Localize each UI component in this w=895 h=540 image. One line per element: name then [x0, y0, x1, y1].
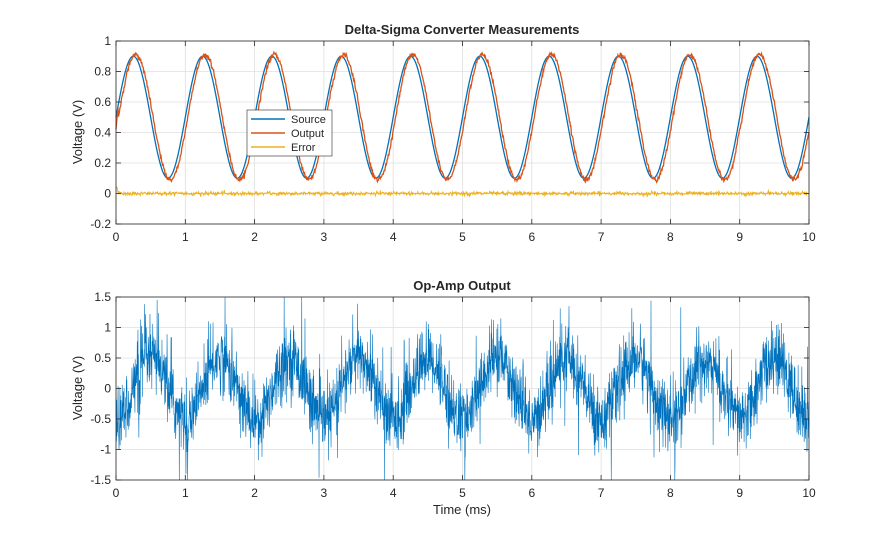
legend: Source Output Error [246, 109, 333, 157]
x-tick-label: 3 [321, 230, 328, 244]
ticks-top: 0 1 2 3 4 5 6 7 8 9 10-0.200.20.40.60.81 [90, 34, 816, 244]
x-tick-label: 8 [667, 230, 674, 244]
ticks-bottom: 0 1 2 3 4 5 6 7 8 9 10 -1.5 -1 -0.5 0 0.5 1 1.5 [90, 290, 816, 500]
x-tick-label: 2 [251, 230, 258, 244]
x-tick-label: 3 [321, 486, 328, 500]
x-tick-label: 10 [802, 486, 816, 500]
chart-title-bottom: Op-Amp Output [413, 278, 511, 293]
x-tick-label: 6 [528, 230, 535, 244]
y-tick-label: -0.2 [90, 217, 111, 231]
chart-top: 0 1 2 3 4 5 6 7 8 9 10-0.200.20.40.60.81 Delta-Sig… [70, 22, 816, 244]
series-line-output [115, 50, 810, 184]
chart-title-top: Delta-Sigma Converter Measurements [345, 22, 580, 37]
x-tick-label: 4 [390, 230, 397, 244]
x-tick-label: 1 [182, 230, 189, 244]
y-tick-label: 0 [104, 382, 111, 396]
series-line-opamp [115, 296, 810, 481]
x-tick-label: 4 [390, 486, 397, 500]
y-tick-label: -1 [100, 443, 111, 457]
series-line-error [115, 186, 810, 198]
legend-label-error: Error [291, 142, 316, 154]
x-tick-label: 6 [528, 486, 535, 500]
x-tick-label: 9 [736, 230, 743, 244]
y-tick-label: -0.5 [90, 412, 111, 426]
y-tick-label: 0.4 [94, 126, 111, 140]
y-tick-label: -1.5 [90, 473, 111, 487]
y-tick-label: 1 [104, 321, 111, 335]
x-tick-label: 8 [667, 486, 674, 500]
x-tick-label: 0 [113, 486, 120, 500]
y-axis-label-top: Voltage (V) [70, 100, 85, 164]
legend-label-output: Output [291, 128, 324, 140]
legend-label-source: Source [291, 114, 326, 126]
y-tick-label: 1.5 [94, 290, 111, 304]
series-bottom [115, 296, 810, 481]
x-tick-label: 5 [459, 486, 466, 500]
chart-bottom: 0 1 2 3 4 5 6 7 8 9 10 -1.5 -1 -0.5 0 0.5 1 1.5 Op-Amp Ou… [70, 278, 816, 517]
x-tick-label: 7 [598, 486, 605, 500]
y-axis-label-bottom: Voltage (V) [70, 356, 85, 420]
y-tick-label: 0 [104, 187, 111, 201]
x-tick-label: 9 [736, 486, 743, 500]
y-tick-label: 1 [104, 34, 111, 48]
x-tick-label: 7 [598, 230, 605, 244]
x-tick-label: 10 [802, 230, 816, 244]
x-tick-label: 5 [459, 230, 466, 244]
y-tick-label: 0.8 [94, 65, 111, 79]
y-tick-label: 0.6 [94, 95, 111, 109]
x-tick-label: 1 [182, 486, 189, 500]
x-axis-label-bottom: Time (ms) [433, 502, 491, 517]
x-tick-label: 0 [113, 230, 120, 244]
series-line-source [115, 55, 810, 179]
series-top [115, 50, 810, 198]
x-tick-label: 2 [251, 486, 258, 500]
y-tick-label: 0.5 [94, 351, 111, 365]
y-tick-label: 0.2 [94, 156, 111, 170]
